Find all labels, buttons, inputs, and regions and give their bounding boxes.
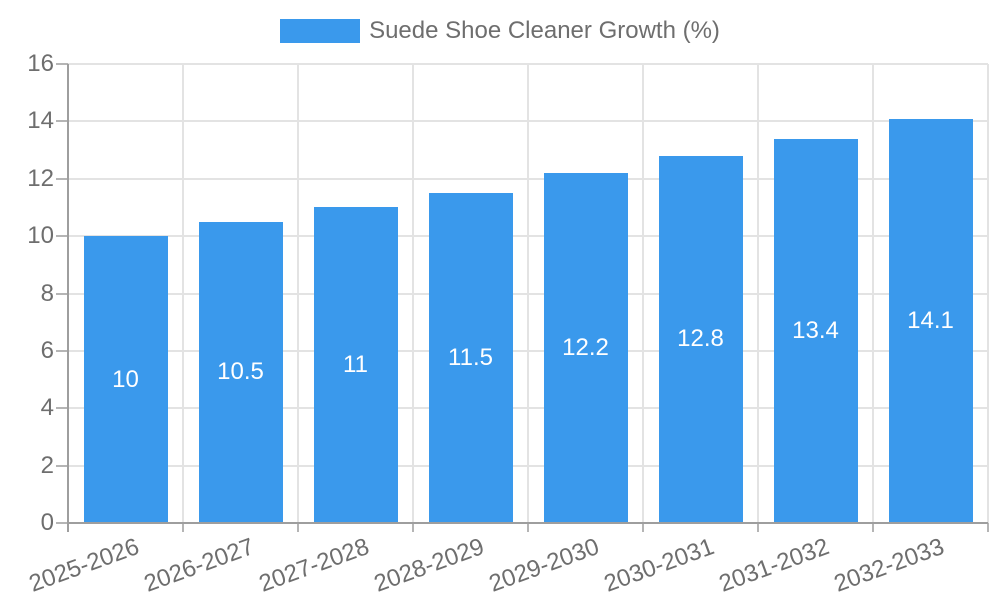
bar[interactable] (773, 138, 858, 523)
bar[interactable] (198, 221, 283, 523)
x-axis-tick (297, 523, 299, 532)
gridline-vertical (757, 64, 759, 523)
bar[interactable] (658, 155, 743, 523)
bar-value-label: 13.4 (792, 316, 839, 344)
legend-item[interactable]: Suede Shoe Cleaner Growth (%) (280, 19, 720, 43)
bar-value-label: 14.1 (907, 306, 954, 334)
bar-value-label: 10 (112, 365, 139, 393)
x-axis-tick-label: 2030-2031 (600, 533, 718, 598)
y-axis-tick (56, 177, 68, 180)
x-axis-tick (182, 523, 184, 532)
bar[interactable] (83, 236, 168, 523)
x-axis-tick-label: 2029-2030 (485, 533, 603, 598)
bar-value-label: 11 (343, 351, 368, 379)
y-axis-tick (56, 407, 68, 410)
bar-value-label: 10.5 (217, 358, 264, 386)
x-axis-tick-label: 2028-2029 (370, 533, 488, 598)
x-axis-tick-label: 2027-2028 (255, 533, 373, 598)
y-axis-tick (56, 63, 68, 65)
bar[interactable] (313, 207, 398, 523)
x-axis-tick (412, 523, 414, 532)
y-axis-tick-label: 6 (40, 336, 54, 364)
x-axis-tick (872, 523, 874, 532)
y-axis-tick (56, 235, 68, 238)
y-axis-tick (56, 464, 68, 467)
y-axis-tick-label: 12 (27, 164, 54, 192)
x-axis-tick (757, 523, 759, 532)
y-axis-tick (56, 120, 68, 123)
y-axis-tick-label: 16 (27, 50, 54, 77)
x-axis-line (67, 522, 988, 524)
gridline-vertical (987, 64, 989, 523)
bar-value-label: 12.8 (677, 325, 724, 353)
y-axis-tick-label: 14 (27, 107, 54, 135)
gridline-vertical (297, 64, 299, 523)
legend: Suede Shoe Cleaner Growth (%) (0, 19, 1000, 43)
gridline-vertical (642, 64, 644, 523)
y-axis-tick (56, 349, 68, 352)
bar-value-label: 11.5 (448, 344, 493, 372)
x-axis-tick-label: 2026-2027 (140, 533, 258, 598)
y-axis-tick-label: 2 (40, 451, 54, 479)
y-axis-tick (56, 292, 68, 295)
y-axis-tick-label: 10 (27, 222, 54, 250)
y-axis-tick-label: 4 (40, 394, 54, 422)
x-axis-tick (527, 523, 529, 532)
gridline-vertical (182, 64, 184, 523)
y-axis-line (67, 64, 69, 532)
x-axis-tick (987, 523, 989, 532)
x-axis-tick (642, 523, 644, 532)
gridline-vertical (872, 64, 874, 523)
bar[interactable] (428, 193, 513, 523)
y-axis-tick (56, 522, 68, 524)
x-axis-tick-label: 2032-2033 (830, 533, 948, 598)
legend-swatch-icon (280, 19, 361, 43)
bar[interactable] (888, 118, 973, 523)
gridline-vertical (527, 64, 529, 523)
bar[interactable] (543, 173, 628, 523)
gridline-vertical (412, 64, 414, 523)
bar-value-label: 12.2 (562, 334, 609, 361)
x-axis-tick-label: 2025-2026 (25, 533, 143, 598)
y-axis-tick-label: 0 (40, 509, 54, 536)
legend-label: Suede Shoe Cleaner Growth (%) (369, 17, 720, 44)
x-axis-tick-label: 2031-2032 (715, 533, 833, 598)
y-axis-tick-label: 8 (40, 279, 54, 307)
